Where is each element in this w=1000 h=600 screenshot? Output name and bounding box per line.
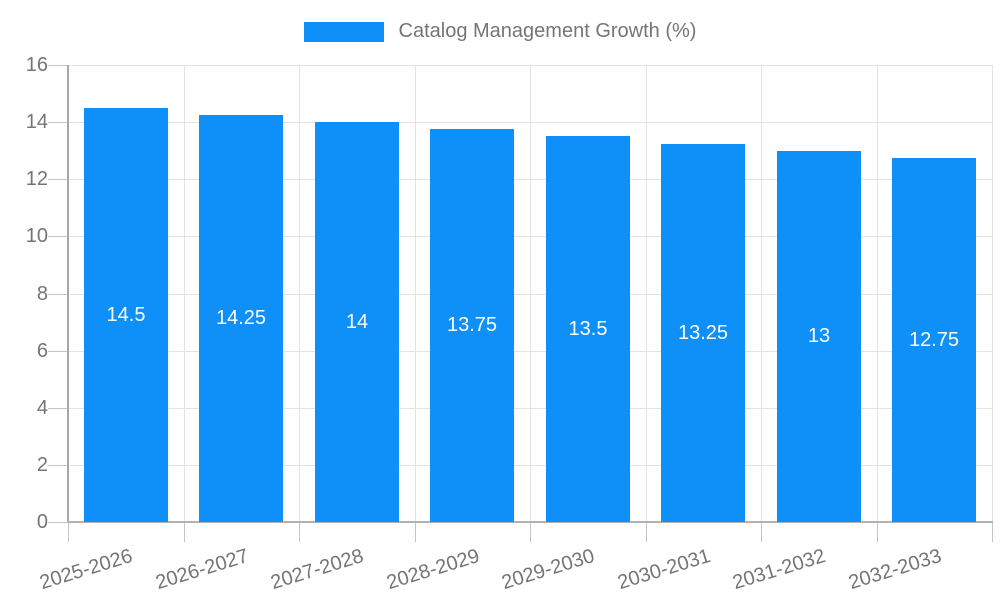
y-axis-tick xyxy=(48,65,68,66)
bar-value-label: 13.25 xyxy=(677,321,729,344)
y-axis-line xyxy=(67,65,69,522)
x-axis-category-label: 2030-2031 xyxy=(614,545,713,595)
y-axis-tick-label: 12 xyxy=(25,168,48,190)
x-axis-tick xyxy=(299,522,300,542)
v-gridline xyxy=(415,65,416,522)
v-gridline xyxy=(992,65,993,522)
bar-value-label: 12.75 xyxy=(908,328,960,351)
bar-value-label: 14 xyxy=(345,310,369,333)
bar-value-label: 13.75 xyxy=(446,314,498,336)
x-axis-tick xyxy=(877,522,878,542)
legend-swatch xyxy=(303,21,384,42)
bar: 13.5 xyxy=(546,136,630,522)
bar: 13 xyxy=(777,151,861,522)
bar: 14.5 xyxy=(84,108,168,522)
x-axis-category-label: 2028-2029 xyxy=(383,545,482,595)
x-axis-category-label: 2026-2027 xyxy=(152,545,251,595)
y-axis-tick-label: 14 xyxy=(25,111,48,133)
y-axis-tick xyxy=(48,122,68,123)
bar-value-label: 13 xyxy=(807,325,831,347)
bar: 13.75 xyxy=(430,129,514,522)
y-axis-tick-label: 4 xyxy=(36,397,48,419)
y-axis-tick-label: 8 xyxy=(36,283,48,305)
x-axis-tick xyxy=(646,522,647,542)
bar-value-label: 14.5 xyxy=(106,303,146,326)
x-axis-category-label: 2032-2033 xyxy=(845,545,944,595)
y-axis-tick xyxy=(48,408,68,409)
y-axis-tick xyxy=(48,465,68,466)
y-axis-tick-label: 16 xyxy=(25,54,48,76)
x-axis-tick xyxy=(992,522,993,542)
x-axis-category-label: 2031-2032 xyxy=(730,545,829,595)
v-gridline xyxy=(761,65,762,522)
x-axis-tick xyxy=(530,522,531,542)
x-axis-category-label: 2029-2030 xyxy=(499,545,598,595)
x-axis-category-label: 2025-2026 xyxy=(37,545,136,595)
x-axis-tick xyxy=(761,522,762,542)
bar: 12.75 xyxy=(892,158,976,522)
y-axis-tick xyxy=(48,522,68,523)
v-gridline xyxy=(530,65,531,522)
x-axis-tick xyxy=(415,522,416,542)
x-axis-category-label: 2027-2028 xyxy=(268,545,367,595)
y-axis-tick-label: 6 xyxy=(36,340,48,362)
v-gridline xyxy=(184,65,185,522)
y-axis-tick xyxy=(48,179,68,180)
x-axis-tick xyxy=(184,522,185,542)
y-axis-tick-label: 0 xyxy=(36,511,48,533)
v-gridline xyxy=(299,65,300,522)
bar: 14 xyxy=(315,122,399,522)
y-axis-tick xyxy=(48,294,68,295)
y-axis-tick xyxy=(48,351,68,352)
v-gridline xyxy=(646,65,647,522)
y-axis-tick-label: 10 xyxy=(25,225,48,247)
y-axis-tick-label: 2 xyxy=(36,454,48,476)
legend-item[interactable]: Catalog Management Growth (%) xyxy=(0,20,1000,43)
bar: 14.25 xyxy=(199,115,283,522)
legend-label: Catalog Management Growth (%) xyxy=(398,20,697,42)
bar-value-label: 14.25 xyxy=(215,307,267,329)
x-axis-tick xyxy=(68,522,69,542)
bar-value-label: 13.5 xyxy=(568,317,608,340)
bar: 13.25 xyxy=(661,144,745,522)
y-axis-tick xyxy=(48,236,68,237)
v-gridline xyxy=(877,65,878,522)
x-axis-line xyxy=(67,521,993,523)
